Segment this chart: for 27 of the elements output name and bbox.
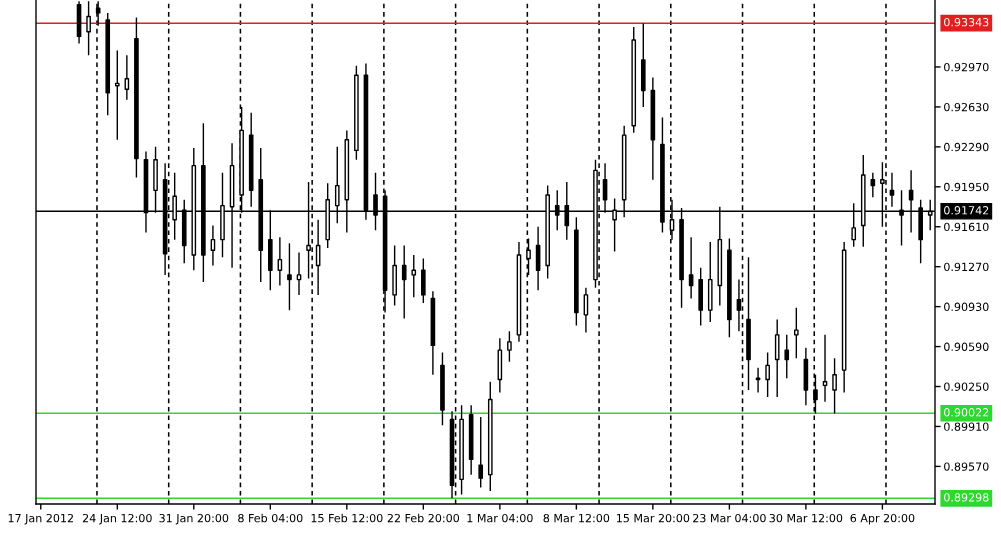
ref-line-label: 0.93343 xyxy=(944,17,989,27)
x-tick-label: 1 Mar 04:00 xyxy=(467,513,533,523)
y-tick-label: 0.92630 xyxy=(944,102,989,112)
y-tick-label: 0.91270 xyxy=(944,262,989,272)
y-tick-label: 0.91950 xyxy=(944,182,989,192)
x-tick-label: 15 Mar 20:00 xyxy=(616,513,690,523)
ref-line-label: 0.89298 xyxy=(944,493,989,502)
x-tick-label: 23 Mar 04:00 xyxy=(693,513,766,523)
x-tick-label: 30 Mar 12:00 xyxy=(769,513,843,523)
x-tick-label: 6 Apr 20:00 xyxy=(850,513,915,525)
x-tick-label: 31 Jan 20:00 xyxy=(159,513,229,525)
y-tick-label: 0.89570 xyxy=(944,462,989,471)
ref-line-label: 0.90022 xyxy=(944,408,989,417)
x-tick-label: 22 Feb 20:00 xyxy=(387,513,460,523)
y-tick-label: 0.90590 xyxy=(944,342,989,351)
x-tick-label: 24 Jan 12:00 xyxy=(82,513,152,525)
y-tick-label: 0.89910 xyxy=(944,422,989,431)
y-tick-label: 0.92970 xyxy=(944,62,989,72)
x-tick-label: 8 Feb 04:00 xyxy=(238,513,303,523)
x-tick-label: 15 Feb 12:00 xyxy=(311,513,383,523)
ref-line-label: 0.91742 xyxy=(944,206,989,215)
y-tick-label: 0.90250 xyxy=(944,382,989,391)
x-tick-label: 17 Jan 2012 xyxy=(8,513,73,525)
y-tick-label: 0.91610 xyxy=(944,222,989,232)
y-tick-label: 0.92290 xyxy=(944,142,989,152)
y-tick-label: 0.90930 xyxy=(944,302,989,312)
x-tick-label: 8 Mar 12:00 xyxy=(543,513,610,523)
